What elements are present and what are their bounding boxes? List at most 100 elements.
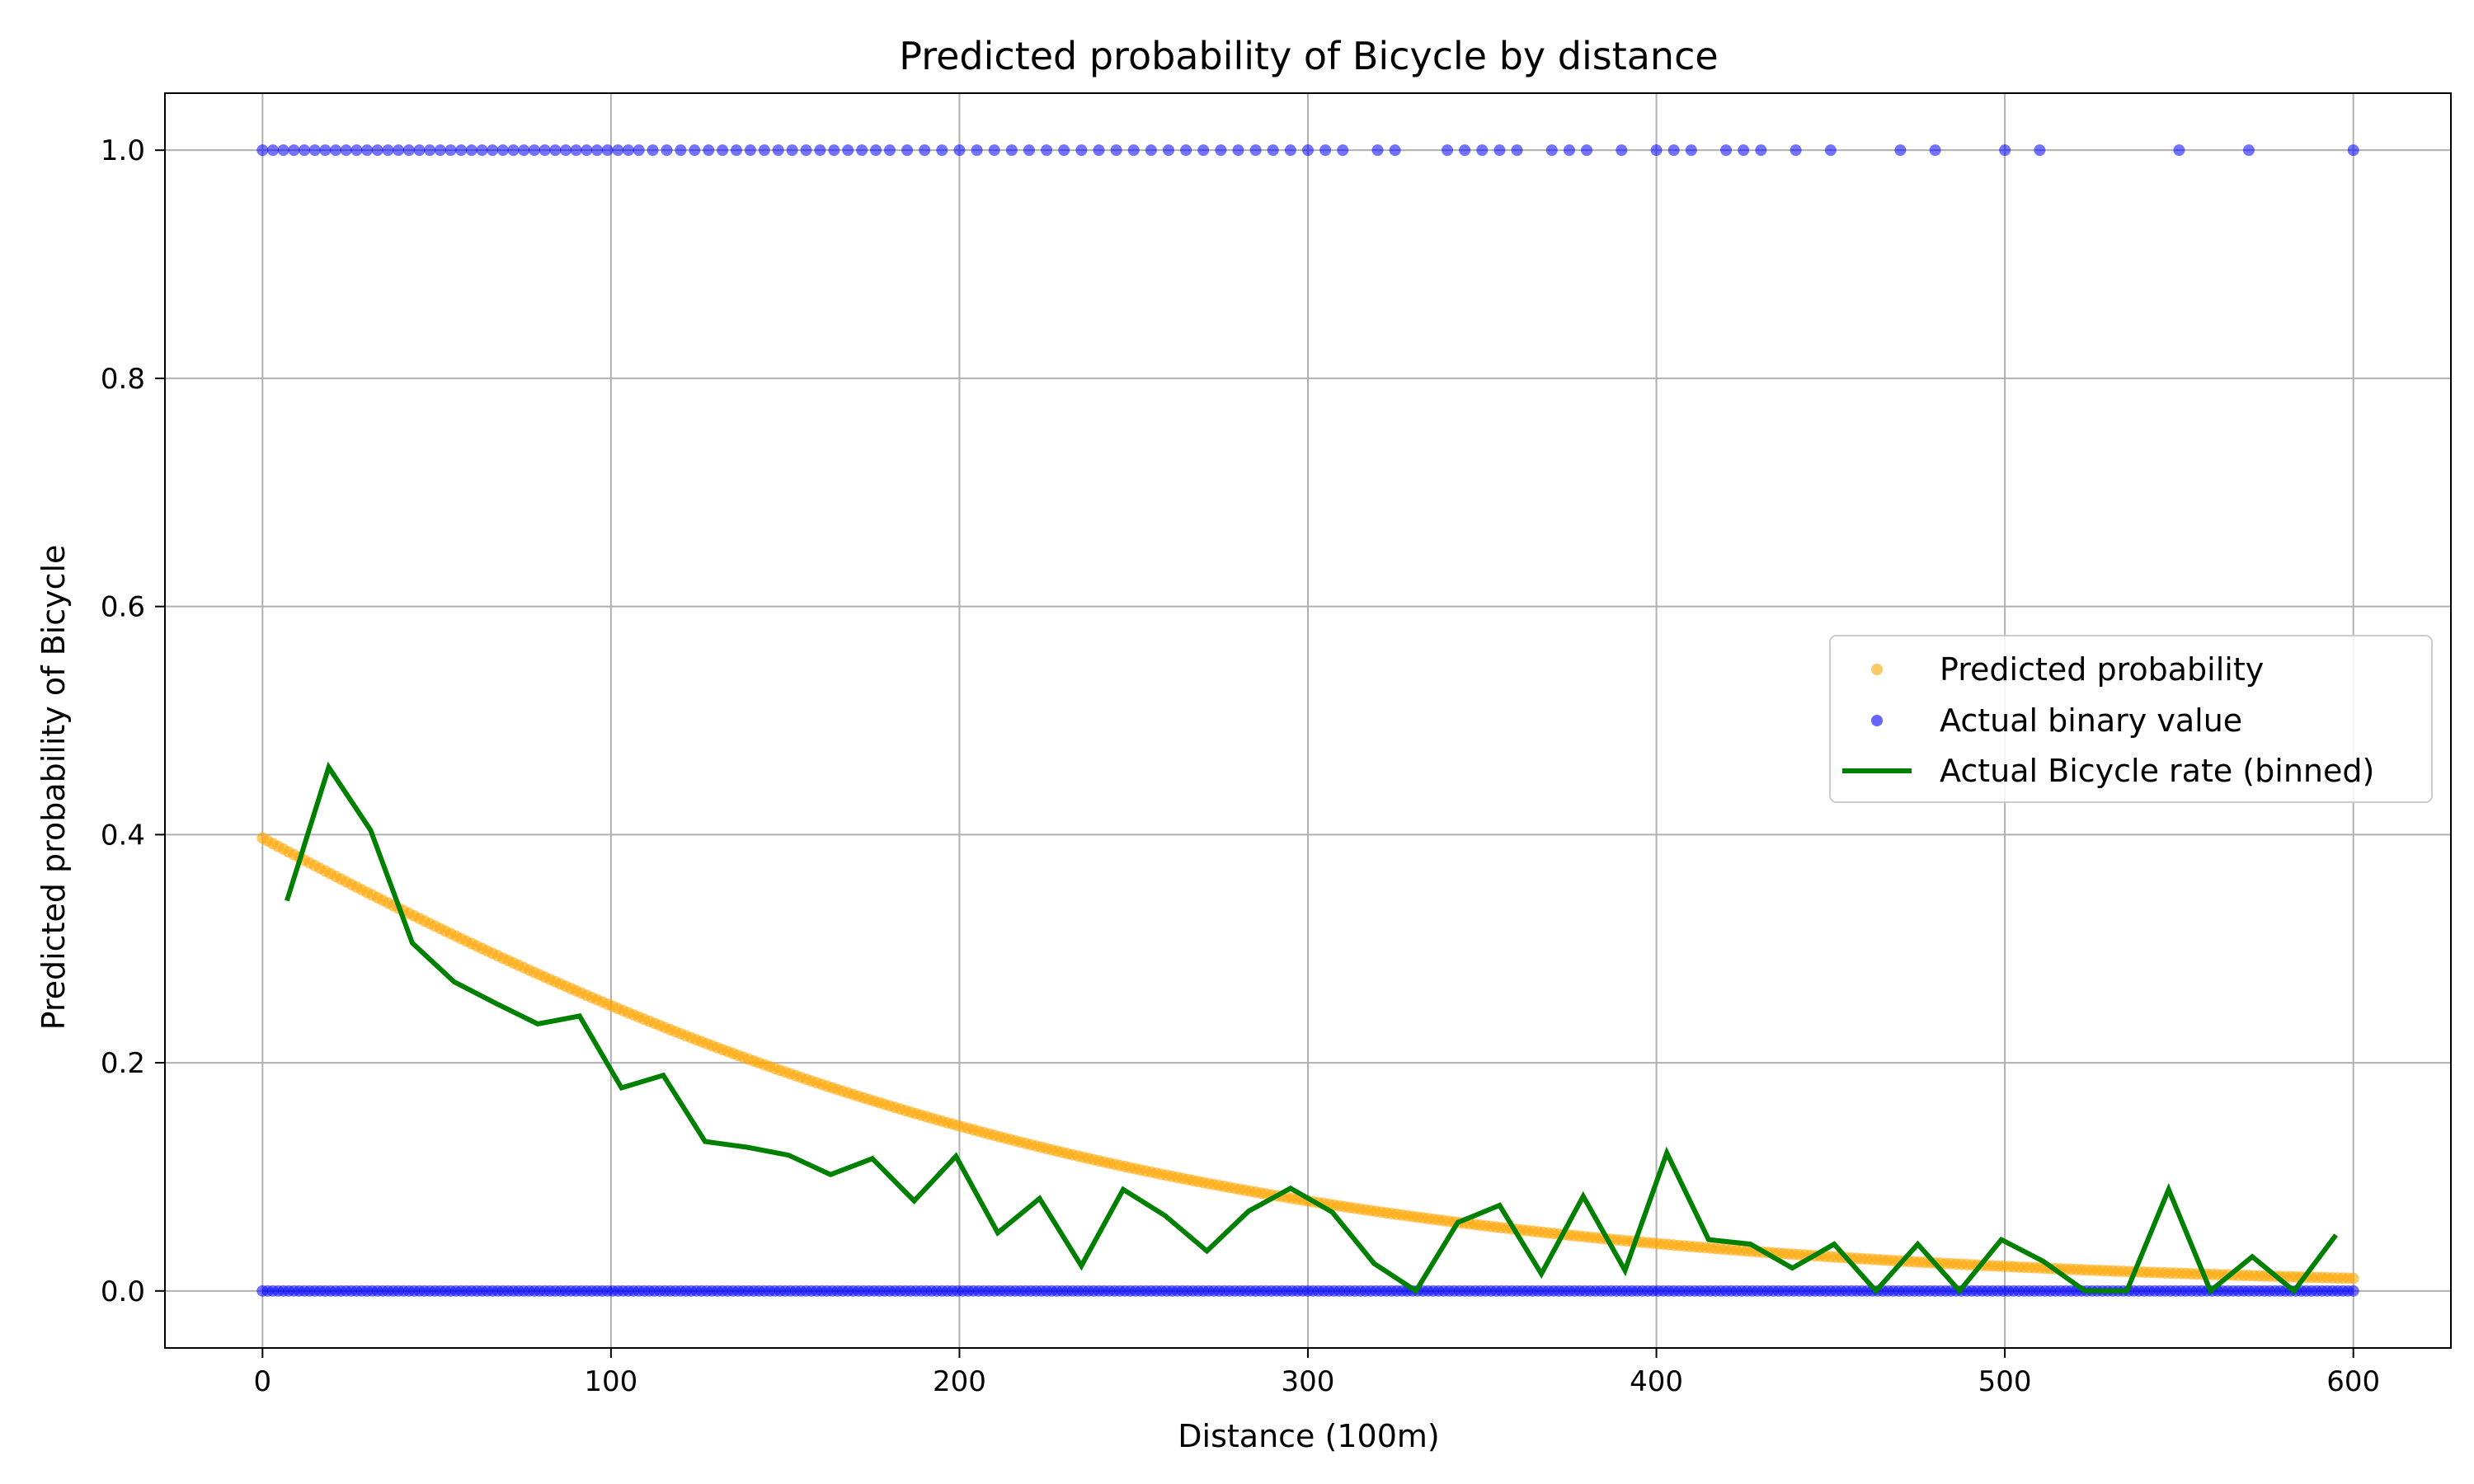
actual-point-one: [1389, 144, 1401, 157]
actual-point-one: [772, 144, 784, 157]
actual-point-one: [1302, 144, 1314, 157]
actual-point-one: [1232, 144, 1244, 157]
x-tick-label: 100: [584, 1365, 637, 1398]
predicted-probability-points: [256, 832, 2359, 1284]
actual-point-one: [413, 144, 426, 157]
x-tick-label: 0: [253, 1365, 271, 1398]
actual-binary-zero-points: [256, 1284, 2359, 1297]
actual-point-one: [1493, 144, 1506, 157]
actual-point-one: [424, 144, 436, 157]
actual-point-one: [487, 144, 499, 157]
actual-point-one: [1337, 144, 1349, 157]
actual-point-one: [1545, 144, 1558, 157]
actual-point-one: [1616, 144, 1628, 157]
actual-point-one: [1563, 144, 1575, 157]
x-tick-label: 200: [933, 1365, 986, 1398]
actual-point-one: [476, 144, 488, 157]
x-tick-label: 600: [2326, 1365, 2380, 1398]
actual-point-one: [277, 144, 289, 157]
actual-point-one: [612, 144, 624, 157]
actual-point-one: [1511, 144, 1523, 157]
actual-point-one: [1197, 144, 1210, 157]
actual-point-one: [444, 144, 457, 157]
actual-point-one: [1824, 144, 1837, 157]
actual-point-one: [717, 144, 729, 157]
actual-point-one: [340, 144, 352, 157]
legend-label-actual: Actual binary value: [1940, 702, 2242, 739]
actual-point-one: [1284, 144, 1296, 157]
actual-point-one: [675, 144, 687, 157]
actual-point-one: [901, 144, 914, 157]
binned-rate-line: [285, 761, 2339, 1295]
actual-point-one: [371, 144, 383, 157]
x-tick-label: 500: [1978, 1365, 2032, 1398]
actual-point-one: [919, 144, 931, 157]
actual-point-one: [1145, 144, 1157, 157]
actual-point-one: [842, 144, 854, 157]
actual-point-one: [1685, 144, 1697, 157]
binned-rate-polyline: [285, 761, 2339, 1295]
actual-point-one: [1041, 144, 1053, 157]
actual-point-one: [2173, 144, 2185, 157]
actual-point-one: [689, 144, 701, 157]
actual-point-one: [647, 144, 659, 157]
actual-point-one: [1110, 144, 1122, 157]
actual-point-one: [1894, 144, 1907, 157]
x-tick-label: 400: [1630, 1365, 1683, 1398]
actual-point-one: [703, 144, 715, 157]
actual-point-one: [518, 144, 530, 157]
actual-point-one: [1371, 144, 1384, 157]
actual-point-one: [2242, 144, 2255, 157]
actual-point-one: [319, 144, 332, 157]
actual-point-one: [758, 144, 770, 157]
actual-point-one: [1319, 144, 1332, 157]
actual-point-one: [1075, 144, 1088, 157]
legend-label-binned: Actual Bicycle rate (binned): [1940, 753, 2374, 789]
actual-point-one: [465, 144, 477, 157]
actual-point-one: [1127, 144, 1140, 157]
legend-box: [1829, 635, 2433, 803]
predicted-point: [2347, 1272, 2359, 1284]
actual-point-one: [1476, 144, 1489, 157]
actual-point-one: [936, 144, 948, 157]
actual-point-one: [581, 144, 593, 157]
actual-point-one: [2347, 144, 2359, 157]
actual-point-one: [559, 144, 571, 157]
actual-point-one: [1650, 144, 1663, 157]
actual-point-one: [434, 144, 446, 157]
y-tick-label: 0.8: [101, 363, 145, 396]
legend-label-predicted: Predicted probability: [1940, 651, 2264, 688]
y-tick-label: 0.4: [101, 819, 145, 852]
actual-point-one: [1720, 144, 1733, 157]
x-axis-label: Distance (100m): [1178, 1418, 1439, 1454]
legend-marker-predicted: [1871, 664, 1883, 675]
actual-point-one: [308, 144, 321, 157]
actual-point-one: [870, 144, 882, 157]
legend: Predicted probability Actual binary valu…: [1829, 635, 2433, 803]
y-axis-ticks: 0.0 0.2 0.4 0.6 0.8 1.0: [101, 134, 165, 1308]
legend-marker-actual: [1871, 715, 1883, 726]
actual-point-one: [661, 144, 673, 157]
y-tick-label: 0.6: [101, 591, 145, 624]
actual-point-one: [382, 144, 394, 157]
actual-point-one: [1162, 144, 1174, 157]
actual-point-one: [1005, 144, 1018, 157]
actual-point-one: [570, 144, 582, 157]
actual-point-one: [1267, 144, 1279, 157]
actual-point-one: [1667, 144, 1680, 157]
actual-point-one: [633, 144, 645, 157]
actual-point-one: [731, 144, 742, 157]
actual-point-one: [2034, 144, 2046, 157]
actual-point-one: [256, 144, 269, 157]
actual-point-one: [1093, 144, 1105, 157]
actual-point-one: [1180, 144, 1192, 157]
actual-point-one: [1023, 144, 1035, 157]
actual-point-one: [1249, 144, 1262, 157]
actual-point-one: [988, 144, 1000, 157]
actual-point-one: [299, 144, 311, 157]
actual-point-one: [549, 144, 562, 157]
actual-point-one: [1058, 144, 1070, 157]
actual-point-one: [828, 144, 840, 157]
actual-point-one: [1790, 144, 1802, 157]
